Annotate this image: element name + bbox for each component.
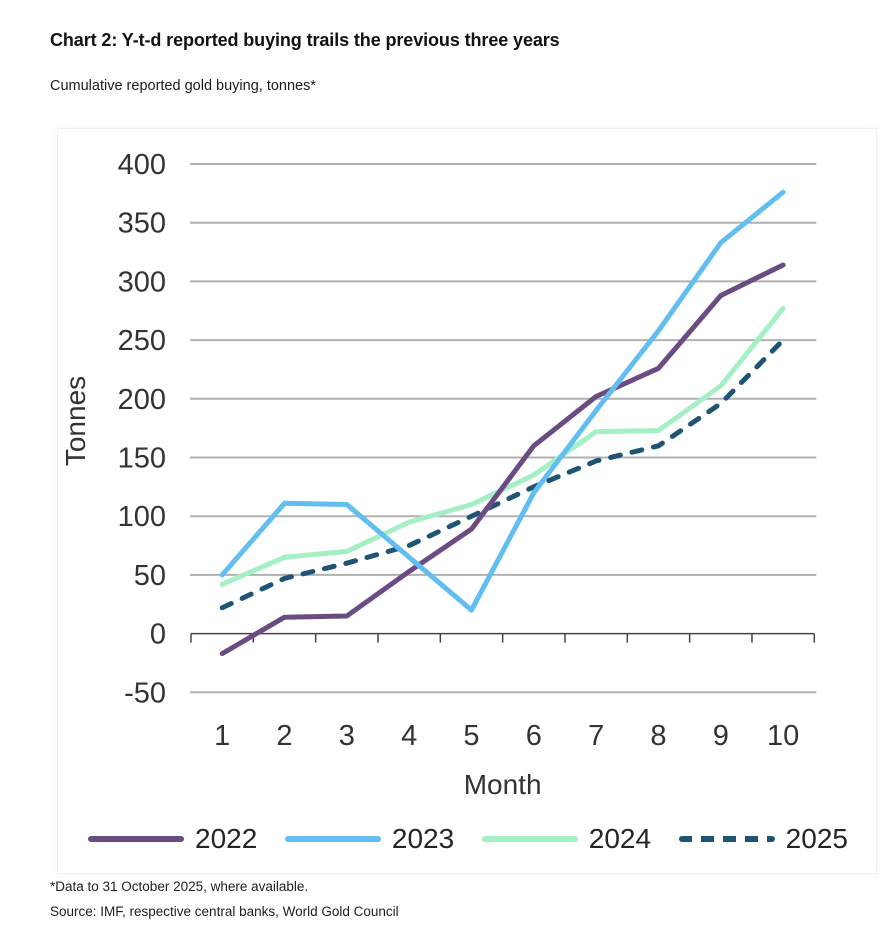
legend-item-2022: 2022 [88,823,257,855]
x-axis-title: Month [464,769,542,800]
legend-swatch-2023 [284,836,381,842]
y-tick-label: 400 [118,149,166,181]
page-title: Chart 2: Y-t-d reported buying trails th… [50,30,560,50]
y-axis-title: Tonnes [60,376,91,466]
legend-swatch-2024 [481,836,578,842]
legend-label-2024: 2024 [588,823,652,854]
chart-card: 400 350 300 250 200 150 100 50 0 -50 1 2 3 4 5 6 7 8 9 10 Mo… [57,128,877,874]
y-tick-label: -50 [124,677,166,709]
x-tick-label: 10 [767,720,799,752]
series-line-2025 [219,337,786,611]
legend-label-2022: 2022 [195,823,258,854]
x-tick-label: 1 [214,720,230,752]
series-line-2022 [219,262,786,657]
legend-item-2023: 2023 [284,823,455,855]
series-line-2024 [219,305,786,587]
x-tick-label: 5 [463,720,479,752]
y-tick-label: 300 [118,266,166,298]
y-tick-label: 350 [118,208,166,240]
legend-label-2025: 2025 [785,823,848,854]
y-tick-label: 200 [118,384,166,416]
y-tick-label: 100 [118,501,166,533]
x-tick-label: 4 [401,720,417,752]
y-tick-label: 250 [118,325,166,357]
chart-subtitle: Cumulative reported gold buying, tonnes* [50,78,316,94]
y-tick-label: 50 [134,560,166,592]
series-line-2023 [219,189,786,613]
x-tick-label: 9 [713,720,729,752]
x-tick-label: 7 [588,720,604,752]
y-tick-label: 150 [118,443,166,475]
footnote-source: Source: IMF, respective central banks, W… [50,904,399,919]
x-tick-label: 8 [650,720,666,752]
legend-swatch-2022 [88,836,184,842]
chart-legend: 2022 2023 2024 2025 [58,811,878,867]
x-tick-label: 3 [339,720,355,752]
y-tick-label: 0 [150,619,166,651]
x-tick-label: 6 [526,720,542,752]
footnote-data: *Data to 31 October 2025, where availabl… [50,879,309,894]
legend-item-2024: 2024 [481,823,652,855]
legend-label-2023: 2023 [391,823,455,854]
legend-item-2025: 2025 [678,823,848,855]
x-tick-label: 2 [276,720,292,752]
legend-swatch-2025 [678,836,775,842]
line-chart: 400 350 300 250 200 150 100 50 0 -50 1 2 3 4 5 6 7 8 9 10 Mo… [60,149,817,800]
